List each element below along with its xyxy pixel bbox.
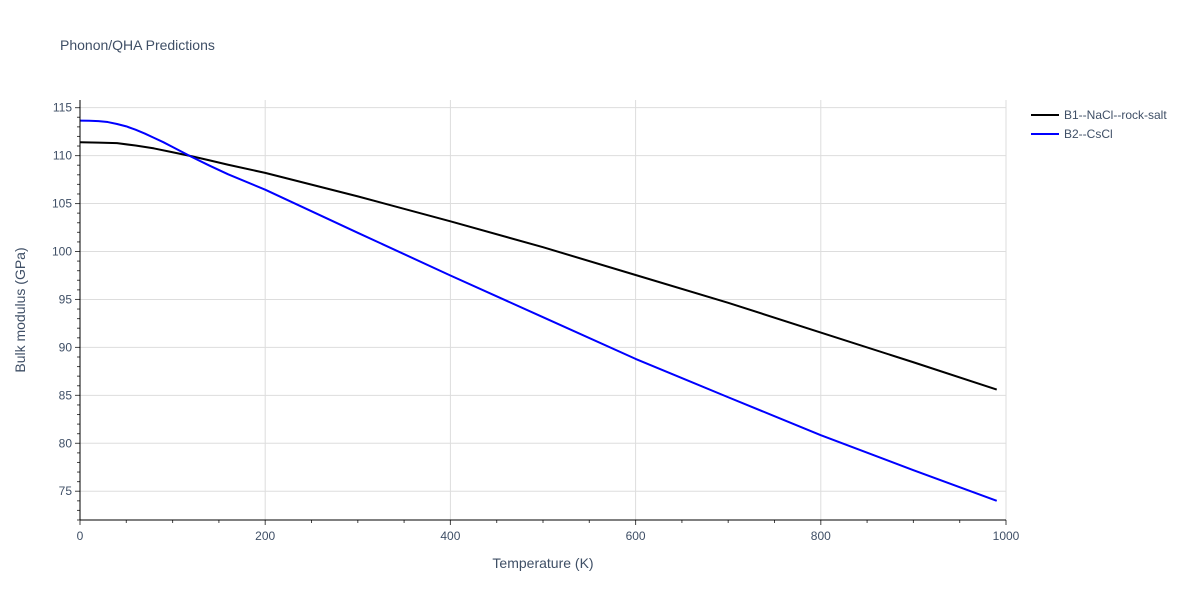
legend[interactable]: B1--NaCl--rock-salt B2--CsCl bbox=[1031, 108, 1167, 141]
legend-item-2[interactable]: B2--CsCl bbox=[1031, 127, 1113, 141]
y-tick-label: 80 bbox=[59, 436, 73, 450]
y-tick-label: 105 bbox=[52, 197, 72, 211]
grid bbox=[80, 100, 1007, 520]
x-tick-label: 1000 bbox=[993, 529, 1020, 543]
x-axis-title: Temperature (K) bbox=[492, 555, 593, 571]
y-tick-label: 75 bbox=[59, 484, 73, 498]
legend-item-1[interactable]: B1--NaCl--rock-salt bbox=[1031, 108, 1167, 122]
plot-area bbox=[79, 119, 998, 502]
series-line-2 bbox=[79, 119, 998, 502]
x-tick-label: 800 bbox=[811, 529, 831, 543]
legend-label: B1--NaCl--rock-salt bbox=[1064, 108, 1167, 122]
x-tick-labels: 0 200 400 600 800 1000 bbox=[77, 529, 1020, 543]
y-tick-label: 115 bbox=[53, 101, 72, 115]
legend-label: B2--CsCl bbox=[1064, 127, 1113, 141]
y-axis-title: Bulk modulus (GPa) bbox=[12, 247, 28, 372]
y-tick-label: 95 bbox=[59, 292, 73, 306]
y-tick-label: 110 bbox=[53, 149, 72, 163]
x-tick-label: 0 bbox=[77, 529, 84, 543]
x-tick-label: 400 bbox=[440, 529, 460, 543]
chart-title: Phonon/QHA Predictions bbox=[60, 37, 215, 53]
y-tick-label: 100 bbox=[52, 245, 72, 259]
x-tick-label: 600 bbox=[626, 529, 646, 543]
series-line-1 bbox=[79, 141, 998, 391]
y-tick-label: 85 bbox=[59, 388, 73, 402]
x-tick-label: 200 bbox=[255, 529, 275, 543]
axes bbox=[79, 100, 1006, 521]
y-tick-labels: 75 80 85 90 95 100 105 110 115 bbox=[52, 101, 72, 499]
y-tick-label: 90 bbox=[59, 340, 73, 354]
